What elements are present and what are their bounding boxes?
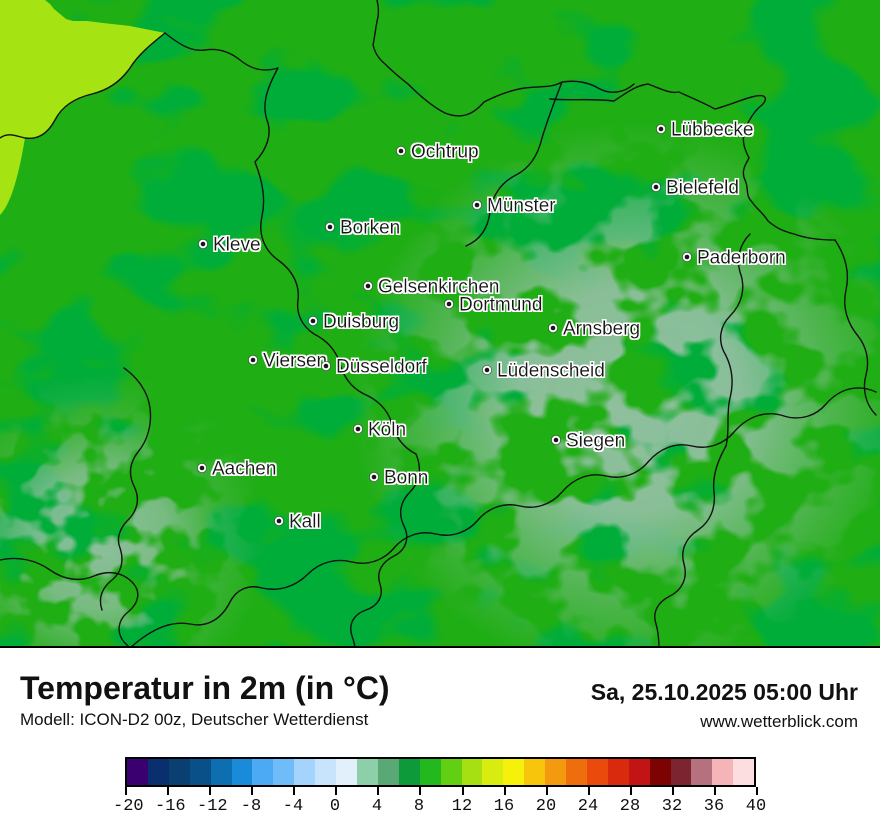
- svg-text:Bielefeld: Bielefeld: [666, 178, 739, 199]
- svg-text:Kall: Kall: [289, 512, 321, 533]
- svg-text:Kleve: Kleve: [213, 235, 261, 256]
- svg-text:Arnsberg: Arnsberg: [563, 319, 640, 340]
- svg-text:Lüdenscheid: Lüdenscheid: [497, 361, 605, 382]
- svg-text:Münster: Münster: [487, 196, 556, 217]
- svg-text:Ochtrup: Ochtrup: [411, 142, 479, 163]
- svg-text:Düsseldorf: Düsseldorf: [336, 357, 428, 378]
- svg-text:Duisburg: Duisburg: [323, 312, 399, 333]
- svg-text:Siegen: Siegen: [566, 431, 625, 452]
- svg-text:Dortmund: Dortmund: [459, 295, 542, 316]
- svg-text:Aachen: Aachen: [212, 459, 276, 480]
- svg-text:Viersen: Viersen: [263, 351, 327, 372]
- svg-text:Borken: Borken: [340, 218, 400, 239]
- svg-text:Lübbecke: Lübbecke: [671, 120, 753, 141]
- svg-text:Bonn: Bonn: [384, 468, 428, 489]
- svg-text:Paderborn: Paderborn: [697, 248, 786, 269]
- svg-text:Köln: Köln: [368, 420, 406, 441]
